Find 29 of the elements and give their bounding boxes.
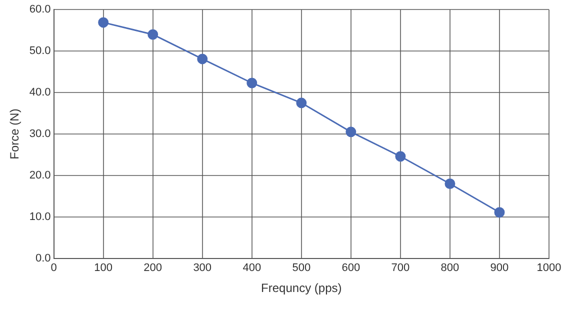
x-tick-label: 100 xyxy=(94,262,113,274)
x-tick-label: 900 xyxy=(490,262,509,274)
y-tick-label: 10.0 xyxy=(29,210,51,223)
point xyxy=(494,207,505,218)
y-tick-label: 50.0 xyxy=(29,45,51,58)
x-tick-label: 500 xyxy=(292,262,311,274)
x-tick-label: 300 xyxy=(193,262,212,274)
y-tick-label: 20.0 xyxy=(29,170,51,182)
x-tick-label: 200 xyxy=(144,262,162,274)
point xyxy=(197,54,208,64)
y-tick-label: 0.0 xyxy=(36,252,51,264)
y-tick-label: 30.0 xyxy=(29,128,51,140)
point xyxy=(296,98,307,108)
x-tick-label: 600 xyxy=(342,262,360,274)
x-tick-label: 700 xyxy=(391,262,410,274)
point xyxy=(246,78,258,88)
x-axis-title: Frequncy (pps) xyxy=(261,281,342,296)
y-tick-label: 40.0 xyxy=(29,86,51,99)
point xyxy=(148,29,158,40)
x-tick-label: 0 xyxy=(50,262,57,274)
x-tick-label: 1000 xyxy=(536,262,562,274)
x-tick-label: 400 xyxy=(242,262,262,274)
point xyxy=(395,151,406,162)
point xyxy=(98,17,109,28)
point xyxy=(444,178,456,190)
y-axis-title: Force (N) xyxy=(8,108,22,160)
point xyxy=(346,126,356,138)
x-tick-label: 800 xyxy=(440,262,460,274)
y-tick-label: 60.0 xyxy=(29,4,51,16)
